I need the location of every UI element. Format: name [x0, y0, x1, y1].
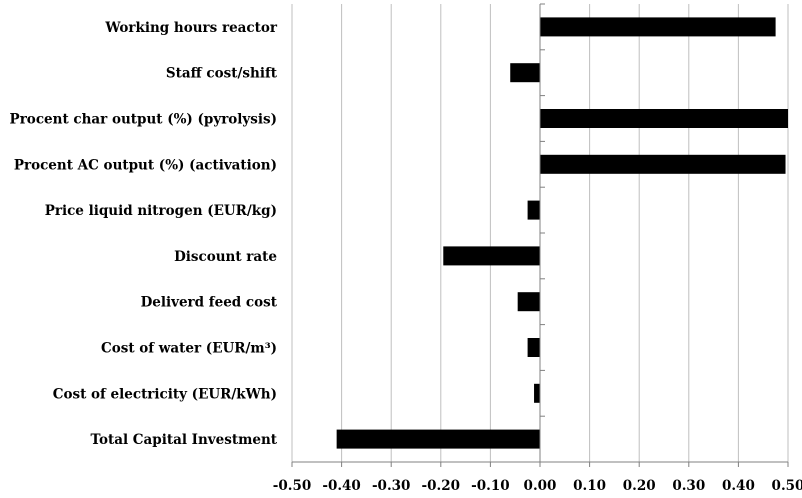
- bar-4: [527, 200, 540, 220]
- x-tick-label-0: -0.50: [273, 478, 311, 494]
- category-label-4: Price liquid nitrogen (EUR/kg): [45, 203, 277, 219]
- category-label-2: Procent char output (%) (pyrolysis): [10, 112, 277, 128]
- category-labels: Working hours reactor Staff cost/shift Pro…: [10, 20, 278, 448]
- category-label-0: Working hours reactor: [104, 20, 278, 36]
- x-tick-label-7: 0.20: [623, 478, 656, 494]
- x-tick-label-10: 0.50: [772, 478, 802, 494]
- bar-3: [540, 154, 786, 174]
- x-tick-label-5: 0.00: [524, 478, 557, 494]
- category-label-6: Deliverd feed cost: [141, 295, 278, 311]
- bar-8: [534, 383, 540, 403]
- bar-9: [336, 429, 540, 449]
- x-tick-label-4: -0.10: [471, 478, 509, 494]
- x-tick-label-6: 0.10: [573, 478, 606, 494]
- category-label-1: Staff cost/shift: [166, 66, 278, 82]
- category-label-3: Procent AC output (%) (activation): [14, 157, 277, 173]
- category-label-8: Cost of electricity (EUR/kWh): [53, 386, 277, 402]
- category-label-7: Cost of water (EUR/m³): [101, 341, 277, 357]
- tick-labels: -0.50 -0.40 -0.30 -0.20 -0.10 0.00 0.10 0.20 0.3…: [273, 478, 802, 494]
- bar-7: [527, 338, 540, 357]
- bar-6: [517, 292, 540, 312]
- x-tick-label-2: -0.30: [372, 478, 410, 494]
- x-tick-label-9: 0.40: [722, 478, 755, 494]
- category-label-5: Discount rate: [174, 249, 277, 265]
- x-tick-label-3: -0.20: [422, 478, 460, 494]
- bar-0: [540, 17, 776, 37]
- bar-1: [510, 63, 540, 83]
- bar-2: [540, 109, 788, 128]
- x-tick-label-8: 0.30: [672, 478, 705, 494]
- bar-5: [443, 246, 540, 266]
- axis-layer: [291, 3, 789, 467]
- category-label-9: Total Capital Investment: [90, 432, 277, 448]
- bar-layer: [336, 17, 788, 449]
- x-tick-label-1: -0.40: [322, 478, 360, 494]
